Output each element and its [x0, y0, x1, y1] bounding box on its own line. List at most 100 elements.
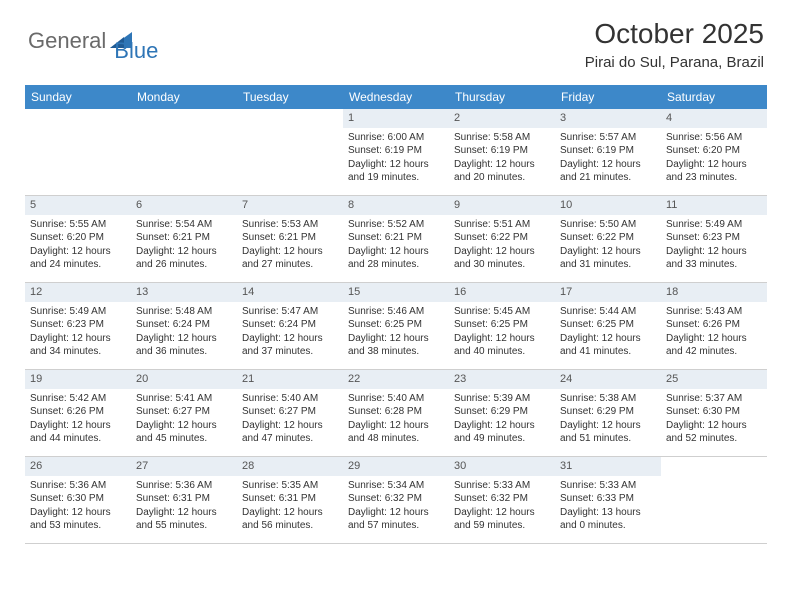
sunrise-text: Sunrise: 5:49 AM: [666, 218, 762, 232]
sunrise-text: Sunrise: 5:56 AM: [666, 131, 762, 145]
sunset-text: Sunset: 6:23 PM: [666, 231, 762, 245]
day-header-monday: Monday: [131, 85, 237, 109]
daylight-text: Daylight: 12 hours and 21 minutes.: [560, 158, 656, 185]
daylight-text: Daylight: 12 hours and 31 minutes.: [560, 245, 656, 272]
daylight-text: Daylight: 12 hours and 55 minutes.: [136, 506, 232, 533]
sunrise-text: Sunrise: 5:40 AM: [348, 392, 444, 406]
day-cell: 19Sunrise: 5:42 AMSunset: 6:26 PMDayligh…: [25, 370, 131, 456]
daylight-text: Daylight: 12 hours and 26 minutes.: [136, 245, 232, 272]
day-header-wednesday: Wednesday: [343, 85, 449, 109]
day-number: 14: [237, 283, 343, 302]
day-number: 28: [237, 457, 343, 476]
day-number: 1: [343, 109, 449, 128]
daylight-text: Daylight: 12 hours and 20 minutes.: [454, 158, 550, 185]
day-number: 30: [449, 457, 555, 476]
daylight-text: Daylight: 12 hours and 52 minutes.: [666, 419, 762, 446]
week-row: 5Sunrise: 5:55 AMSunset: 6:20 PMDaylight…: [25, 196, 767, 283]
day-number: 24: [555, 370, 661, 389]
day-number: 15: [343, 283, 449, 302]
sunset-text: Sunset: 6:27 PM: [242, 405, 338, 419]
day-header-thursday: Thursday: [449, 85, 555, 109]
sunset-text: Sunset: 6:28 PM: [348, 405, 444, 419]
day-cell: 10Sunrise: 5:50 AMSunset: 6:22 PMDayligh…: [555, 196, 661, 282]
week-row: 26Sunrise: 5:36 AMSunset: 6:30 PMDayligh…: [25, 457, 767, 544]
daylight-text: Daylight: 12 hours and 42 minutes.: [666, 332, 762, 359]
daylight-text: Daylight: 12 hours and 56 minutes.: [242, 506, 338, 533]
sunset-text: Sunset: 6:24 PM: [136, 318, 232, 332]
day-cell: 13 Sunrise: 5:48 AMSunset: 6:24 PMDayligh…: [131, 283, 237, 369]
title-block: October 2025 Pirai do Sul, Parana, Brazi…: [585, 18, 764, 71]
day-cell: [661, 457, 767, 543]
day-number: 16: [449, 283, 555, 302]
sunset-text: Sunset: 6:19 PM: [560, 144, 656, 158]
daylight-text: Daylight: 12 hours and 19 minutes.: [348, 158, 444, 185]
day-number: 11: [661, 196, 767, 215]
day-number: 3: [555, 109, 661, 128]
sunrise-text: Sunrise: 5:39 AM: [454, 392, 550, 406]
day-number: 29: [343, 457, 449, 476]
day-cell: 1Sunrise: 6:00 AMSunset: 6:19 PMDaylight…: [343, 109, 449, 195]
day-number: 10: [555, 196, 661, 215]
day-cell: 6Sunrise: 5:54 AMSunset: 6:21 PMDaylight…: [131, 196, 237, 282]
sunset-text: Sunset: 6:19 PM: [454, 144, 550, 158]
day-cell: 20Sunrise: 5:41 AMSunset: 6:27 PMDayligh…: [131, 370, 237, 456]
day-number: 12: [25, 283, 131, 302]
daylight-text: Daylight: 12 hours and 51 minutes.: [560, 419, 656, 446]
sunset-text: Sunset: 6:32 PM: [454, 492, 550, 506]
sunrise-text: Sunrise: 5:48 AM: [136, 305, 232, 319]
day-number: 5: [25, 196, 131, 215]
sunrise-text: Sunrise: 5:40 AM: [242, 392, 338, 406]
day-number: 20: [131, 370, 237, 389]
sunset-text: Sunset: 6:24 PM: [242, 318, 338, 332]
daylight-text: Daylight: 12 hours and 23 minutes.: [666, 158, 762, 185]
day-number: 27: [131, 457, 237, 476]
day-cell: 11 Sunrise: 5:49 AMSunset: 6:23 PMDayligh…: [661, 196, 767, 282]
day-header-friday: Friday: [555, 85, 661, 109]
day-cell: 16Sunrise: 5:45 AMSunset: 6:25 PMDayligh…: [449, 283, 555, 369]
day-cell: 8Sunrise: 5:52 AMSunset: 6:21 PMDaylight…: [343, 196, 449, 282]
daylight-text: Daylight: 12 hours and 40 minutes.: [454, 332, 550, 359]
day-number: 17: [555, 283, 661, 302]
weeks-container: 1Sunrise: 6:00 AMSunset: 6:19 PMDaylight…: [25, 109, 767, 544]
sunset-text: Sunset: 6:26 PM: [666, 318, 762, 332]
sunrise-text: Sunrise: 5:44 AM: [560, 305, 656, 319]
daylight-text: Daylight: 12 hours and 30 minutes.: [454, 245, 550, 272]
day-number: 9: [449, 196, 555, 215]
sunrise-text: Sunrise: 5:38 AM: [560, 392, 656, 406]
day-cell: 21Sunrise: 5:40 AMSunset: 6:27 PMDayligh…: [237, 370, 343, 456]
brand-text-blue: Blue: [114, 38, 158, 64]
day-number: 25: [661, 370, 767, 389]
sunrise-text: Sunrise: 5:54 AM: [136, 218, 232, 232]
day-cell: 29Sunrise: 5:34 AMSunset: 6:32 PMDayligh…: [343, 457, 449, 543]
sunrise-text: Sunrise: 5:45 AM: [454, 305, 550, 319]
daylight-text: Daylight: 12 hours and 57 minutes.: [348, 506, 444, 533]
sunrise-text: Sunrise: 5:47 AM: [242, 305, 338, 319]
day-number: 23: [449, 370, 555, 389]
week-row: 19Sunrise: 5:42 AMSunset: 6:26 PMDayligh…: [25, 370, 767, 457]
day-number: 13: [131, 283, 237, 302]
sunrise-text: Sunrise: 5:53 AM: [242, 218, 338, 232]
day-cell: 31Sunrise: 5:33 AMSunset: 6:33 PMDayligh…: [555, 457, 661, 543]
sunset-text: Sunset: 6:21 PM: [348, 231, 444, 245]
month-title: October 2025: [585, 18, 764, 50]
day-number: 6: [131, 196, 237, 215]
sunset-text: Sunset: 6:29 PM: [560, 405, 656, 419]
sunset-text: Sunset: 6:26 PM: [30, 405, 126, 419]
day-header-row: Sunday Monday Tuesday Wednesday Thursday…: [25, 85, 767, 109]
sunrise-text: Sunrise: 6:00 AM: [348, 131, 444, 145]
sunset-text: Sunset: 6:21 PM: [242, 231, 338, 245]
daylight-text: Daylight: 12 hours and 33 minutes.: [666, 245, 762, 272]
day-cell: 27Sunrise: 5:36 AMSunset: 6:31 PMDayligh…: [131, 457, 237, 543]
sunrise-text: Sunrise: 5:52 AM: [348, 218, 444, 232]
sunset-text: Sunset: 6:23 PM: [30, 318, 126, 332]
sunrise-text: Sunrise: 5:51 AM: [454, 218, 550, 232]
day-cell: 4Sunrise: 5:56 AMSunset: 6:20 PMDaylight…: [661, 109, 767, 195]
sunrise-text: Sunrise: 5:50 AM: [560, 218, 656, 232]
daylight-text: Daylight: 12 hours and 36 minutes.: [136, 332, 232, 359]
day-cell: 7Sunrise: 5:53 AMSunset: 6:21 PMDaylight…: [237, 196, 343, 282]
sunrise-text: Sunrise: 5:35 AM: [242, 479, 338, 493]
day-cell: 3Sunrise: 5:57 AMSunset: 6:19 PMDaylight…: [555, 109, 661, 195]
daylight-text: Daylight: 12 hours and 53 minutes.: [30, 506, 126, 533]
day-number: 4: [661, 109, 767, 128]
sunset-text: Sunset: 6:22 PM: [454, 231, 550, 245]
